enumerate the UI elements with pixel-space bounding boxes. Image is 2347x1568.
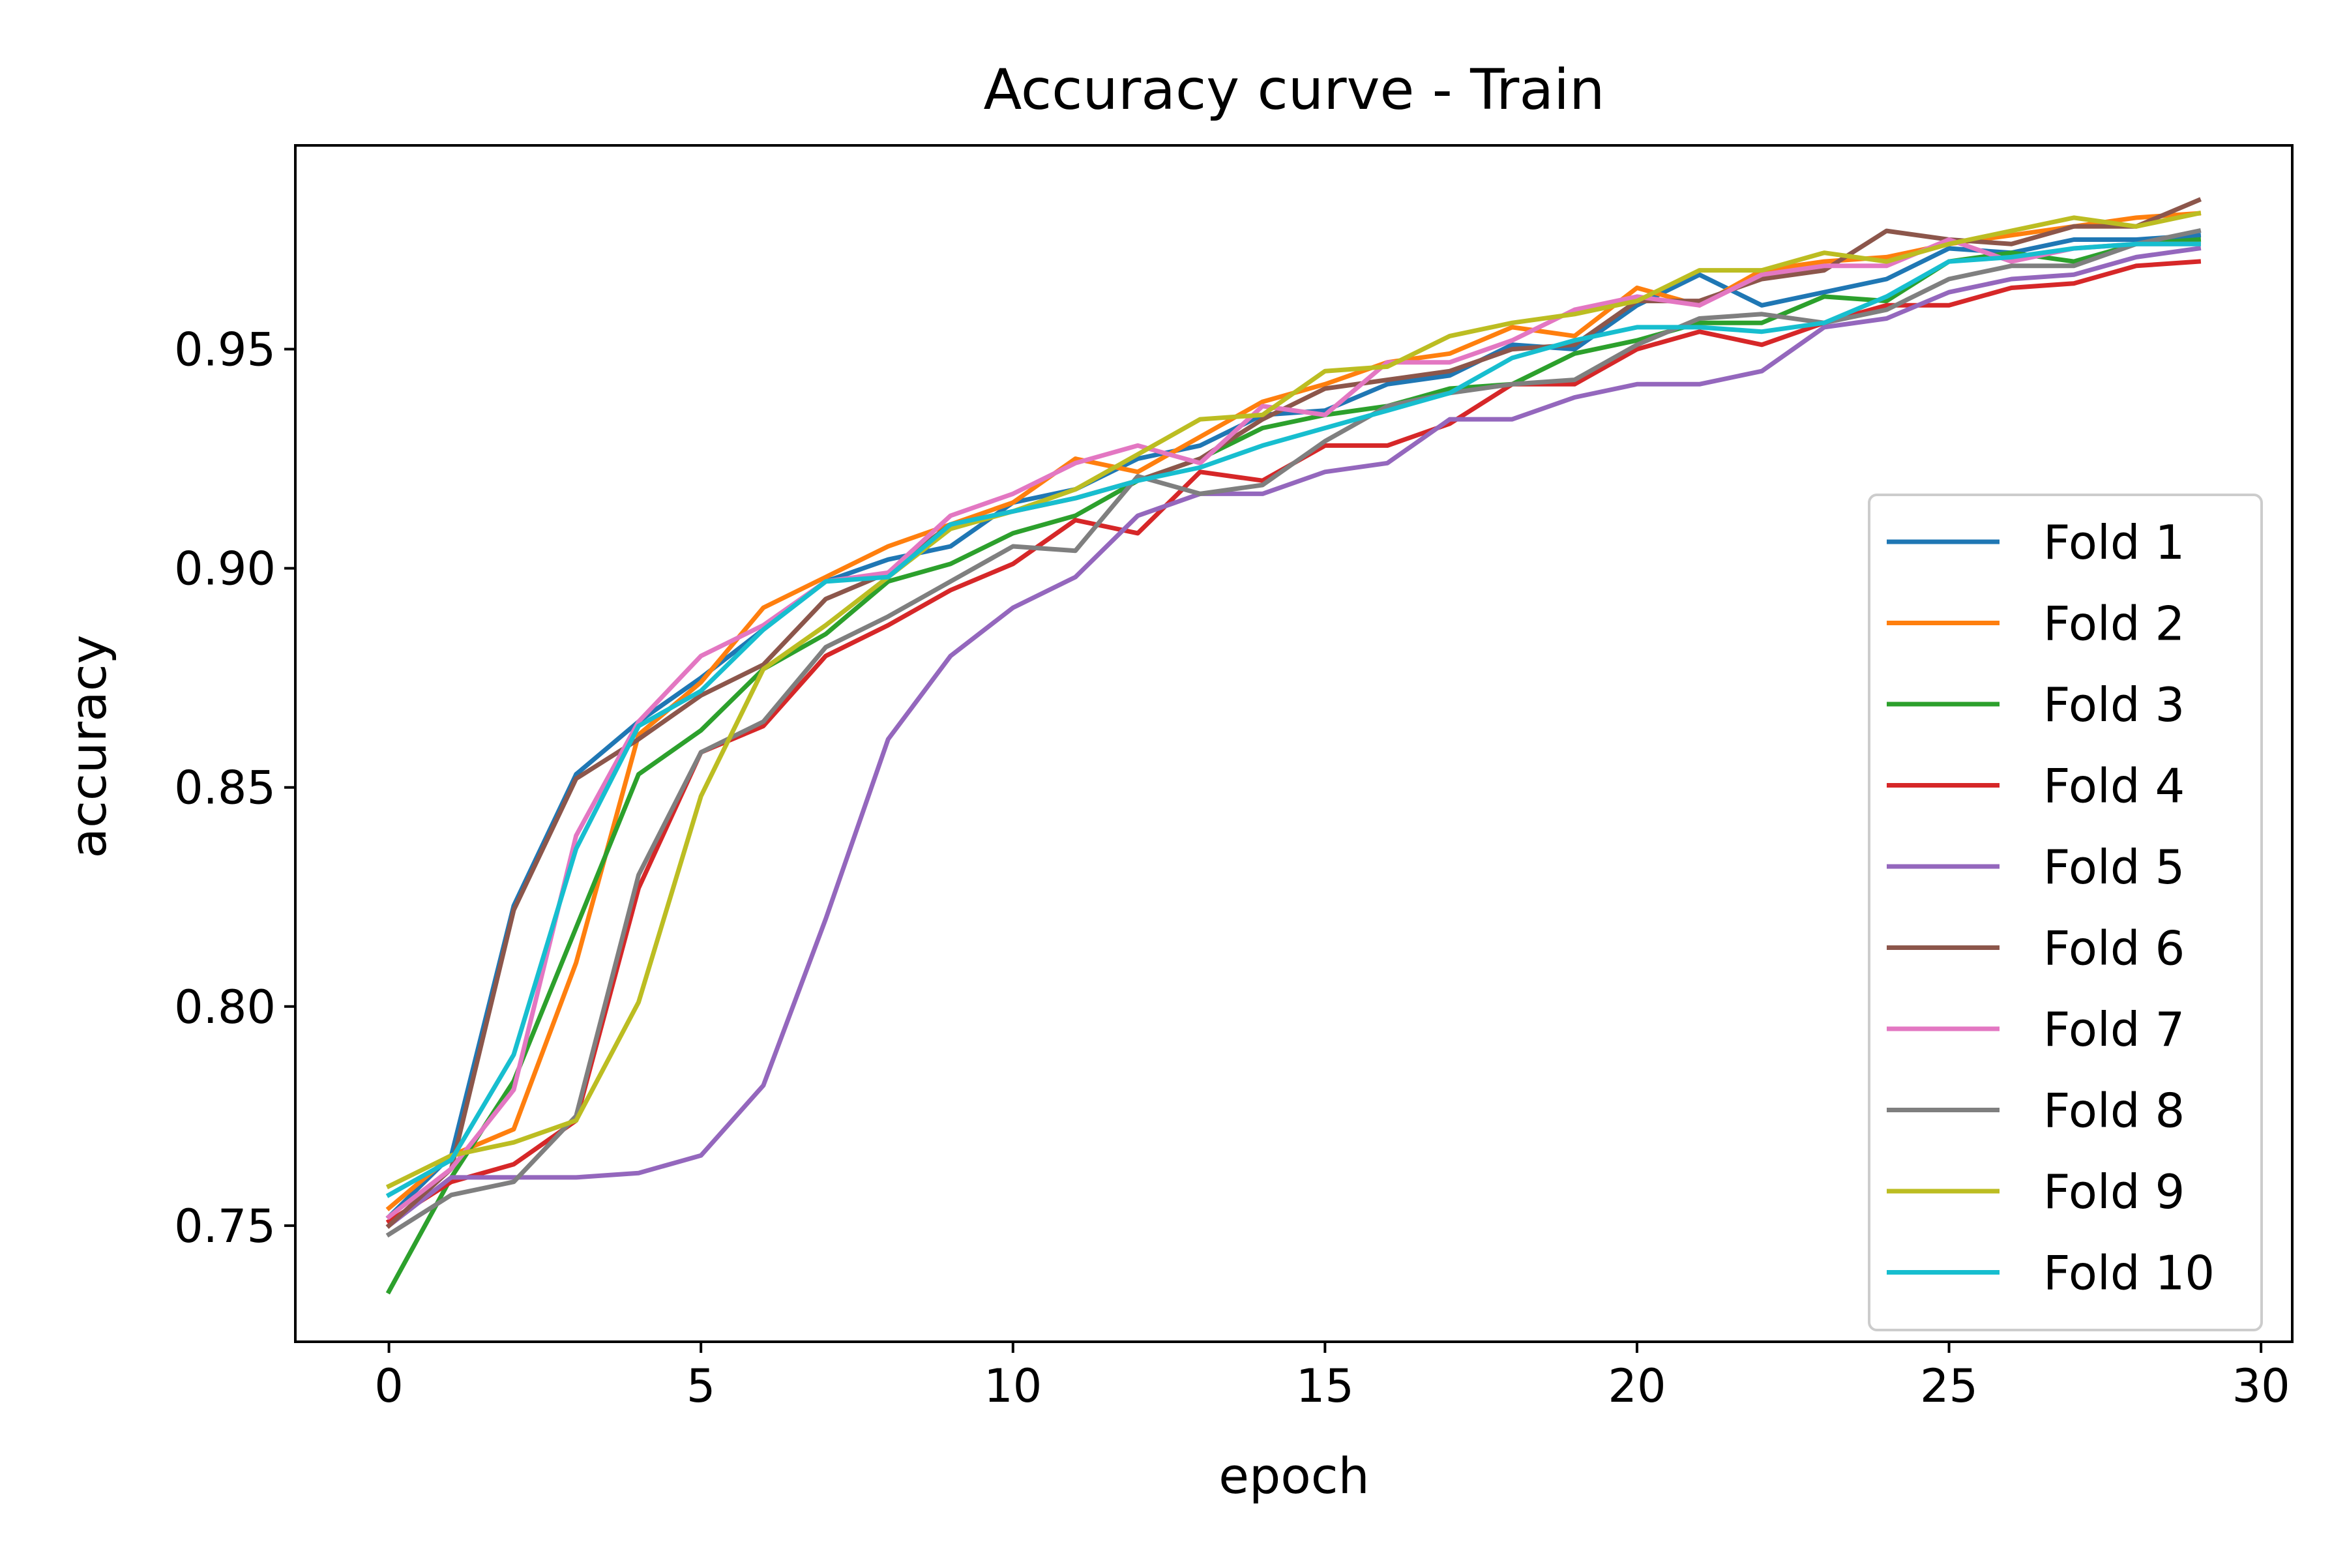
- y-axis-label: accuracy: [59, 635, 117, 859]
- x-tick-label: 30: [2232, 1359, 2290, 1413]
- legend-label-fold-9: Fold 9: [2043, 1164, 2185, 1219]
- y-tick-label: 0.90: [174, 542, 276, 596]
- series-line-fold-6: [385, 197, 2202, 1229]
- plot-frame: [294, 144, 2294, 1343]
- series-line-fold-9: [385, 211, 2202, 1190]
- legend-label-fold-6: Fold 6: [2043, 921, 2185, 976]
- legend: Fold 1 Fold 2 Fold 3 Fold 4 Fold 5 Fold 6 Fold…: [1868, 494, 2263, 1331]
- x-tick-label: 25: [1920, 1359, 1978, 1413]
- series-line-fold-5: [385, 246, 2202, 1229]
- chart-title: Accuracy curve - Train: [984, 57, 1605, 123]
- x-axis-label: epoch: [1218, 1447, 1369, 1505]
- legend-label-fold-4: Fold 4: [2043, 759, 2185, 814]
- legend-label-fold-2: Fold 2: [2043, 597, 2185, 651]
- x-tick-label: 10: [984, 1359, 1042, 1413]
- series-line-fold-3: [385, 237, 2202, 1295]
- ticks-layer: 0 5 10 15 20 25 30 0.75 0.80 0.85 0.90 0.95: [174, 323, 2290, 1413]
- y-tick-label: 0.80: [174, 981, 276, 1034]
- series-line-fold-8: [385, 228, 2202, 1238]
- legend-label-fold-5: Fold 5: [2043, 840, 2185, 895]
- legend-label-fold-1: Fold 1: [2043, 515, 2185, 570]
- x-tick-label: 5: [686, 1359, 716, 1413]
- series-line-fold-7: [385, 237, 2201, 1220]
- series-layer: [385, 197, 2202, 1295]
- y-tick-label: 0.85: [174, 762, 276, 815]
- legend-label-fold-7: Fold 7: [2043, 1002, 2185, 1057]
- y-tick-label: 0.75: [174, 1200, 276, 1253]
- legend-label-fold-3: Fold 3: [2043, 677, 2185, 732]
- legend-label-fold-8: Fold 8: [2043, 1084, 2185, 1138]
- legend-label-fold-10: Fold 10: [2043, 1246, 2215, 1301]
- y-tick-label: 0.95: [174, 323, 276, 377]
- series-line-fold-10: [385, 241, 2201, 1198]
- x-tick-label: 20: [1608, 1359, 1666, 1413]
- x-tick-label: 0: [374, 1359, 404, 1413]
- x-tick-label: 15: [1296, 1359, 1354, 1413]
